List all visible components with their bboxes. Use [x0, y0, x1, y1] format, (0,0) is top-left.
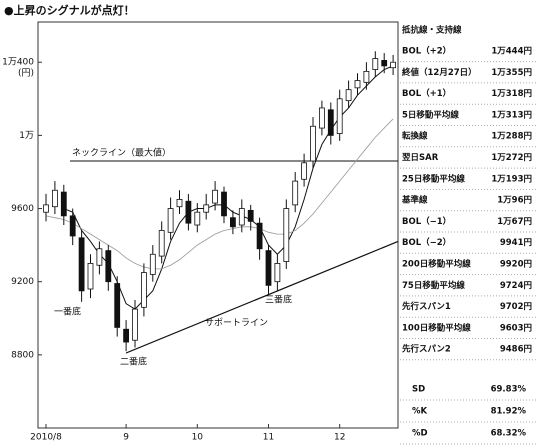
candle-body — [60, 191, 67, 217]
stat-label: %K — [412, 407, 428, 417]
candle-body — [247, 209, 254, 222]
table-value: 1万313円 — [491, 110, 532, 120]
stat-label: %D — [412, 429, 428, 439]
annotation: 一番底 — [54, 306, 81, 318]
candle-body — [265, 250, 272, 286]
table-label: 75日移動平均線 — [402, 280, 465, 291]
support-line-label: サポートライン — [205, 318, 268, 329]
table-value: 1万318円 — [491, 89, 532, 99]
table-value: 9724円 — [500, 281, 532, 291]
table-label: 基準線 — [401, 195, 428, 206]
table-value: 1万193円 — [491, 174, 532, 184]
table-label: BOL（−2） — [402, 237, 451, 248]
x-tick-label: 12 — [334, 433, 345, 443]
table-title: 抵抗線・支持線 — [402, 25, 462, 36]
y-tick-label: 9600 — [11, 204, 34, 214]
stat-value: 69.83% — [491, 385, 527, 395]
y-tick-label: 9200 — [11, 277, 34, 287]
table-value: 1万444円 — [491, 47, 532, 57]
table-label: 25日移動平均線 — [402, 173, 465, 184]
candle-body — [336, 98, 343, 134]
x-tick-label: 9 — [123, 433, 129, 443]
candle-body — [185, 200, 192, 224]
y-tick-label: 8800 — [11, 350, 34, 360]
table-value: 9941円 — [500, 238, 532, 248]
table-value: 1万272円 — [491, 153, 532, 163]
candle-body — [194, 211, 201, 226]
table-label: BOL（+1） — [402, 88, 451, 99]
stat-label: SD — [412, 385, 425, 395]
support-line — [125, 240, 399, 354]
table-value: 1万355円 — [491, 68, 532, 78]
candle-body — [256, 222, 263, 250]
y-tick-label: 1万 — [19, 131, 34, 141]
candle-body — [274, 263, 281, 283]
table-label: 先行スパン2 — [402, 344, 451, 355]
candle-body — [52, 189, 58, 208]
table-label: BOL（+2） — [402, 46, 451, 57]
chart-title: ●上昇のシグナルが点灯！ — [4, 3, 135, 17]
annotation: 二番底 — [120, 356, 147, 368]
ma-line — [63, 65, 394, 310]
candle-body — [292, 180, 299, 206]
candle-body — [310, 125, 316, 162]
candle-body — [354, 80, 361, 89]
candle-body — [203, 204, 210, 213]
table-value: 9603円 — [500, 323, 532, 333]
candle-body — [78, 237, 85, 292]
candle-body — [149, 253, 156, 275]
candle-body — [123, 328, 129, 343]
candle-body — [114, 283, 121, 328]
neckline-label: ネックライン（最大値） — [72, 146, 171, 158]
candle-body — [105, 250, 112, 283]
candle-body — [176, 198, 183, 208]
candle-body — [87, 263, 94, 290]
table-value: 1万96円 — [497, 196, 532, 206]
candle-body — [318, 107, 325, 129]
ma-line — [45, 118, 394, 270]
table-label: 100日移動平均線 — [402, 322, 471, 333]
annotation: 三番底 — [265, 294, 292, 306]
table-value: 9920円 — [500, 260, 532, 270]
candle-body — [238, 208, 245, 226]
table-label: 200日移動平均線 — [402, 259, 471, 270]
candle-body — [301, 162, 308, 180]
table-value: 1万67円 — [497, 217, 532, 227]
table-label: 転換線 — [402, 131, 428, 142]
stat-value: 81.92% — [491, 407, 527, 417]
candle-body — [140, 272, 147, 308]
candle-body — [363, 70, 370, 83]
table-value: 9702円 — [500, 302, 532, 312]
candle-body — [221, 191, 227, 217]
candle-body — [158, 230, 165, 257]
y-tick-label: 1万400 — [2, 58, 34, 68]
plot-frame — [37, 21, 399, 429]
table-label: 先行スパン1 — [402, 301, 451, 312]
x-tick-label: 11 — [263, 433, 274, 443]
candle-body — [132, 308, 138, 341]
stat-value: 68.32% — [491, 429, 527, 439]
candle-body — [372, 58, 379, 70]
candle-body — [345, 89, 352, 102]
candle-body — [390, 61, 397, 69]
table-value: 1万288円 — [491, 132, 532, 142]
candle-body — [167, 208, 174, 233]
x-tick-label: 2010/8 — [30, 433, 62, 443]
y-unit: (円) — [18, 68, 34, 79]
candle-body — [327, 109, 334, 136]
candle-body — [381, 60, 388, 67]
candle-body — [43, 204, 49, 213]
x-tick-label: 10 — [192, 433, 204, 443]
table-label: 5日移動平均線 — [402, 109, 459, 120]
candle-body — [212, 189, 219, 204]
candle-body — [69, 215, 76, 237]
table-label: BOL（−1） — [402, 216, 451, 227]
table-label: 終値（12月27日） — [402, 67, 477, 78]
candle-body — [229, 217, 236, 228]
table-label: 翌日SAR — [402, 153, 439, 163]
candle-body — [96, 248, 103, 266]
table-value: 9486円 — [500, 345, 532, 355]
candle-body — [283, 208, 290, 262]
